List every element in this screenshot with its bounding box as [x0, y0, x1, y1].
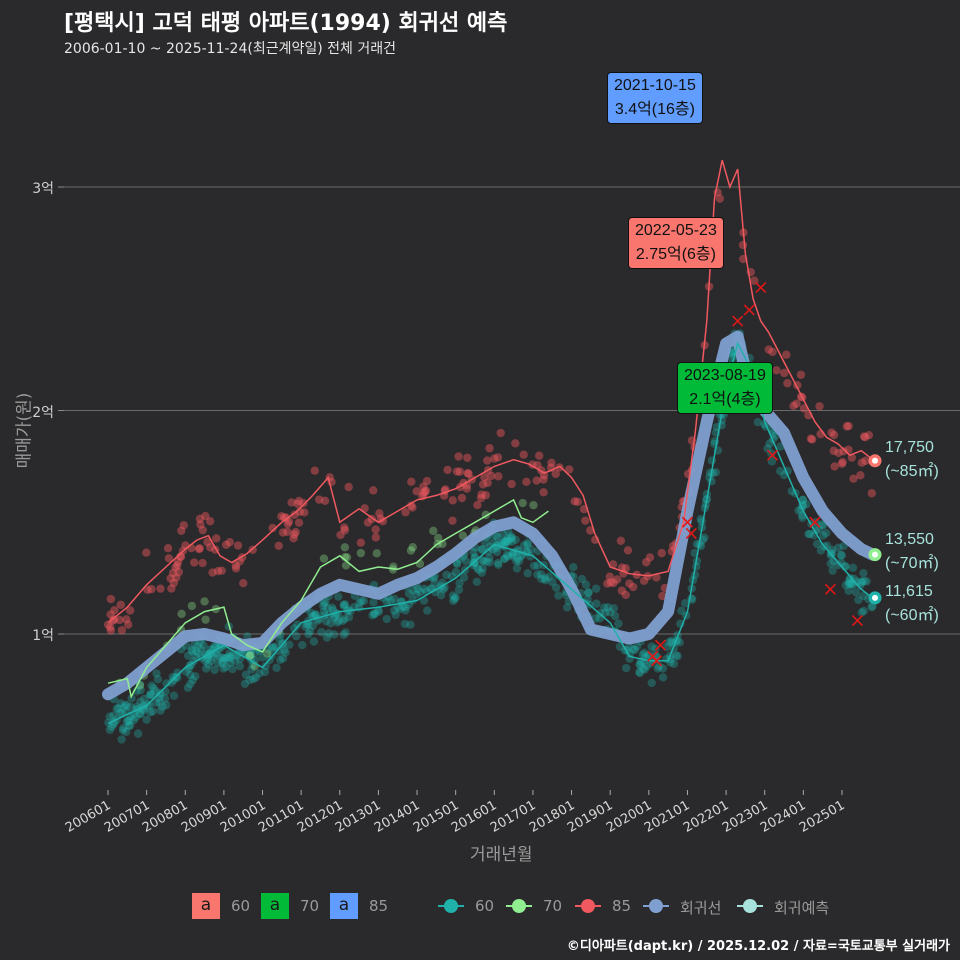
legend-label: 85 [369, 897, 389, 915]
annotation-peak-60: 2022-05-23 2.75억(6층) [628, 217, 724, 269]
end-area: (~85㎡) [885, 463, 939, 480]
legend-dot-85 [581, 899, 595, 913]
end-area: (~60㎡) [885, 607, 939, 624]
annotation-value: 2.1억(4층) [689, 391, 761, 408]
end-label-70: 13,550 (~70㎡) [885, 528, 939, 576]
legend-box-70: a [261, 893, 289, 919]
end-area: (~70㎡) [885, 555, 939, 572]
legend-dot-60 [444, 899, 458, 913]
annotation-date: 2023-08-19 [684, 367, 766, 384]
legend-glyph: a [338, 895, 350, 915]
annotation-date: 2022-05-23 [635, 222, 717, 239]
y-tick-label: 2억 [32, 404, 54, 421]
end-label-60: 11,615 (~60㎡) [885, 580, 939, 628]
end-price: 13,550 [885, 531, 934, 548]
legend-label: 70 [300, 897, 320, 915]
legend-dot-70 [512, 899, 526, 913]
legend: a 60 a 70 a 85 60 70 85 회귀선 회귀예측 [0, 893, 960, 921]
annotation-date: 2021-10-15 [614, 77, 696, 94]
end-label-85: 17,750 (~85㎡) [885, 436, 939, 484]
legend-box-85: a [330, 893, 358, 919]
legend-label: 회귀선 [680, 899, 722, 917]
legend-label: 60 [475, 897, 495, 915]
legend-label: 85 [612, 897, 632, 915]
legend-label: 회귀예측 [774, 899, 830, 917]
legend-glyph: a [200, 895, 212, 915]
page-subtitle: 2006-01-10 ~ 2025-11-24(최근계약일) 전체 거래건 [64, 41, 396, 57]
y-tick-label: 1억 [32, 628, 54, 644]
annotation-peak-85: 2021-10-15 3.4억(16층) [607, 72, 703, 124]
legend-label: 60 [231, 897, 251, 915]
footer-credit: ©디아파트(dapt.kr) / 2025.12.02 / 자료=국토교통부 실… [566, 939, 950, 954]
y-axis-title: 매매가(원) [14, 392, 35, 469]
legend-dot-regression [649, 899, 663, 913]
page-title: [평택시] 고덕 태평 아파트(1994) 회귀선 예측 [64, 11, 508, 36]
end-price: 17,750 [885, 439, 934, 456]
legend-glyph: a [269, 895, 281, 915]
legend-dot-prediction [743, 899, 757, 913]
legend-label: 70 [543, 897, 563, 915]
y-tick-label: 3억 [32, 181, 54, 197]
legend-box-60: a [192, 893, 220, 919]
x-axis-title: 거래년월 [470, 845, 533, 865]
annotation-value: 2.75억(6층) [635, 246, 716, 263]
end-price: 11,615 [885, 583, 933, 600]
annotation-peak-70: 2023-08-19 2.1억(4층) [677, 362, 773, 414]
annotation-value: 3.4억(16층) [614, 101, 695, 118]
